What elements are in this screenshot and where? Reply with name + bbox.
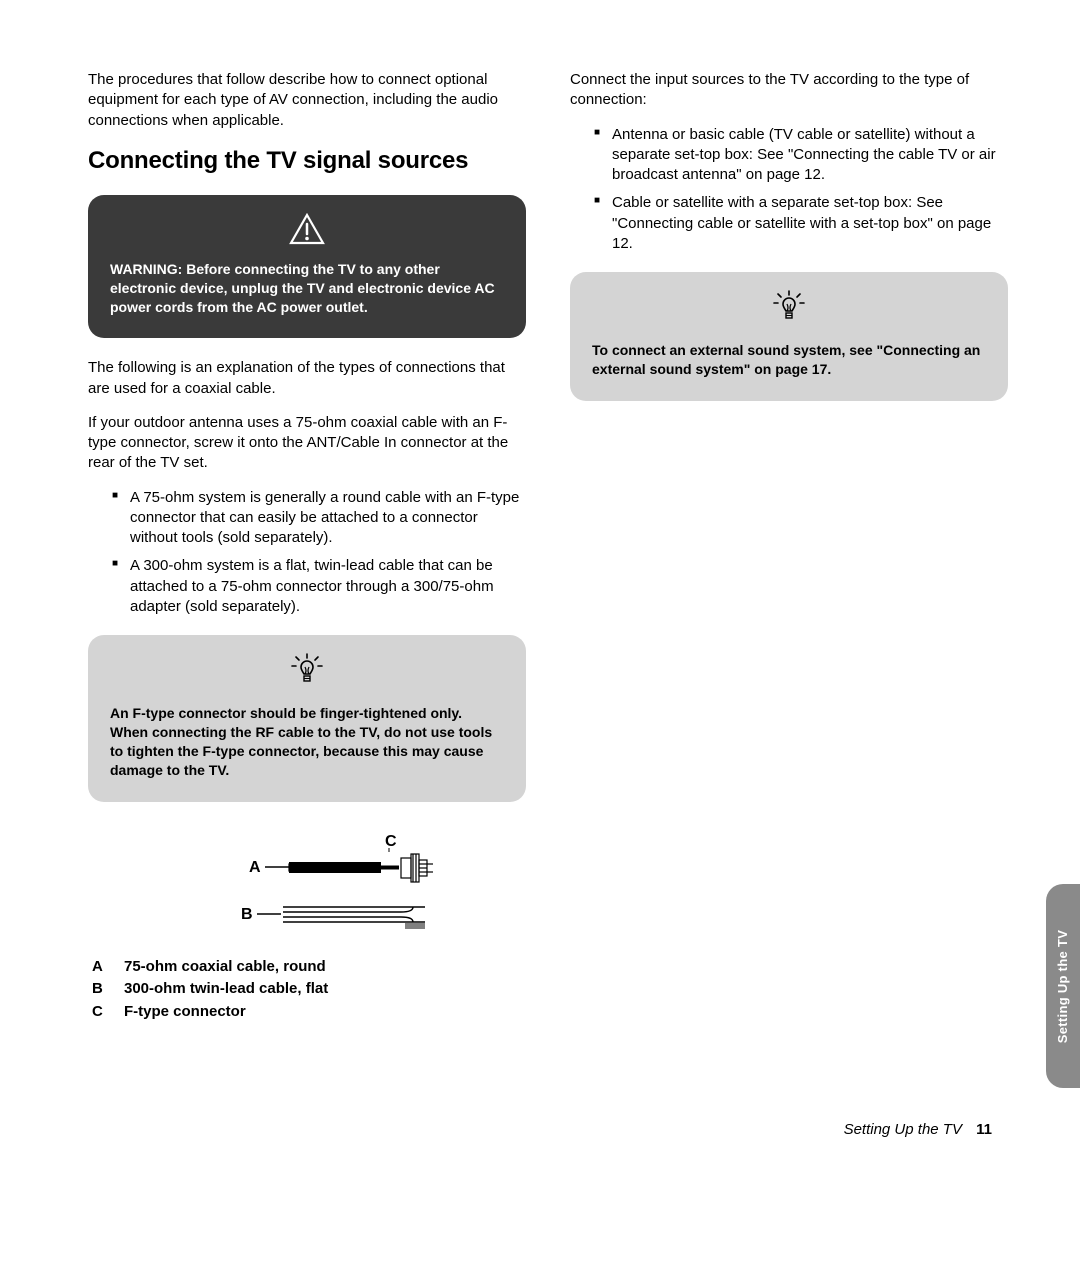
tip-text: An F-type connector should be finger-tig… (110, 704, 504, 780)
section-heading: Connecting the TV signal sources (88, 147, 526, 175)
right-intro: Connect the input sources to the TV acco… (570, 70, 1008, 111)
page-content: The procedures that follow describe how … (0, 0, 1080, 1023)
lightbulb-icon (110, 653, 504, 694)
tip-text: To connect an external sound system, see… (592, 341, 986, 379)
legend-label-b: B (92, 978, 110, 1001)
list-item: A 300-ohm system is a flat, twin-lead ca… (112, 556, 526, 617)
list-item: A 75-ohm system is generally a round cab… (112, 488, 526, 549)
explain-paragraph: The following is an explanation of the t… (88, 358, 526, 399)
svg-text:C: C (385, 833, 397, 850)
legend-text-c: F-type connector (124, 1001, 246, 1024)
legend-label-a: A (92, 956, 110, 979)
list-item: Antenna or basic cable (TV cable or sate… (594, 125, 1008, 186)
tip-box: An F-type connector should be finger-tig… (88, 635, 526, 802)
tip-box: To connect an external sound system, see… (570, 272, 1008, 401)
svg-text:B: B (241, 906, 253, 923)
footer-section: Setting Up the TV (844, 1121, 962, 1138)
intro-paragraph: The procedures that follow describe how … (88, 70, 526, 131)
side-tab: Setting Up the TV (1046, 884, 1080, 1088)
warning-icon (110, 213, 504, 250)
side-tab-label: Setting Up the TV (1056, 929, 1071, 1042)
legend-label-c: C (92, 1001, 110, 1024)
left-column: The procedures that follow describe how … (88, 70, 526, 1023)
legend-text-b: 300-ohm twin-lead cable, flat (124, 978, 328, 1001)
diagram-legend: A 75-ohm coaxial cable, round B 300-ohm … (92, 956, 526, 1024)
footer-page-number: 11 (976, 1121, 992, 1138)
ohm-list: A 75-ohm system is generally a round cab… (88, 488, 526, 618)
legend-row: C F-type connector (92, 1001, 526, 1024)
svg-text:A: A (249, 859, 261, 876)
legend-text-a: 75-ohm coaxial cable, round (124, 956, 326, 979)
warning-box: WARNING: Before connecting the TV to any… (88, 195, 526, 339)
lightbulb-icon (592, 290, 986, 331)
list-item: Cable or satellite with a separate set-t… (594, 193, 1008, 254)
warning-text: WARNING: Before connecting the TV to any… (110, 260, 504, 317)
connection-list: Antenna or basic cable (TV cable or sate… (570, 125, 1008, 255)
right-column: Connect the input sources to the TV acco… (570, 70, 1008, 1023)
legend-row: A 75-ohm coaxial cable, round (92, 956, 526, 979)
legend-row: B 300-ohm twin-lead cable, flat (92, 978, 526, 1001)
page-footer: Setting Up the TV 11 (844, 1121, 992, 1138)
antenna-paragraph: If your outdoor antenna uses a 75-ohm co… (88, 413, 526, 474)
cable-diagram: C A (88, 824, 526, 944)
